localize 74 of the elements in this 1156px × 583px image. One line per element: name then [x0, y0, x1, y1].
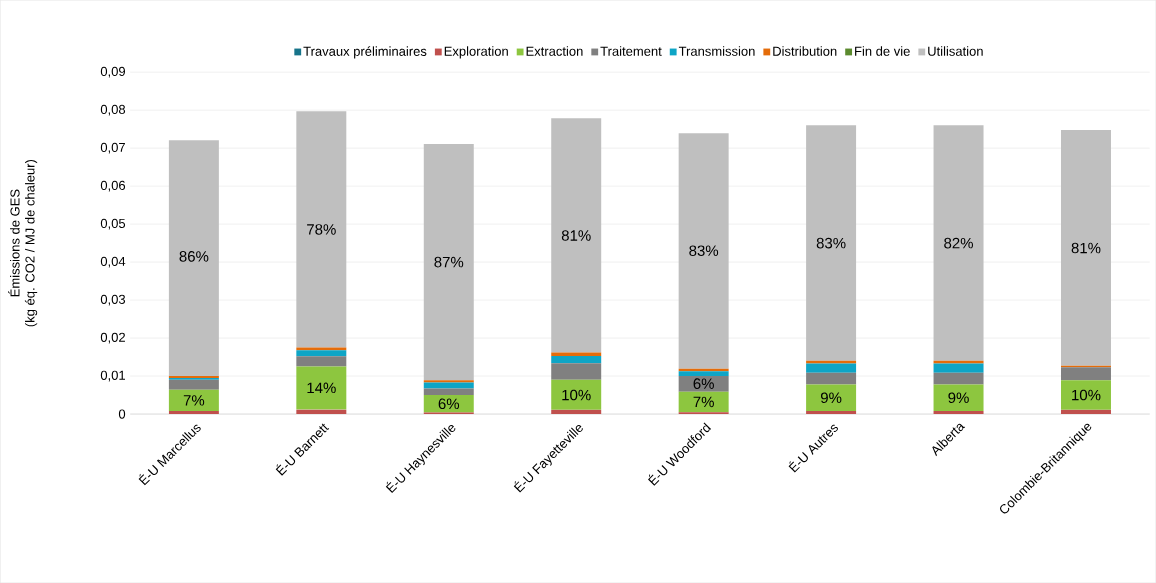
annotation: 9% — [820, 392, 842, 403]
bar — [551, 379, 602, 410]
bar — [806, 360, 857, 364]
annotation: 83% — [816, 237, 846, 249]
y-tick-label: 0,02 — [100, 332, 125, 344]
annotation: 83% — [689, 245, 719, 256]
bar — [296, 356, 347, 367]
annotation: 7% — [693, 396, 714, 408]
bar — [423, 382, 474, 389]
bar — [933, 125, 984, 361]
bar — [296, 111, 347, 348]
bar — [423, 380, 474, 383]
bar — [933, 372, 984, 385]
bar — [168, 389, 219, 411]
bar — [806, 384, 857, 411]
bar — [678, 391, 729, 413]
annotation: 6% — [438, 398, 460, 409]
y-tick-label: 0 — [118, 409, 126, 419]
bar — [678, 375, 729, 392]
bar — [933, 363, 984, 373]
bar — [806, 363, 857, 373]
y-tick-label: 0,01 — [100, 370, 125, 382]
annotation: 7% — [183, 395, 205, 406]
annotation: 10% — [562, 389, 591, 401]
bar — [168, 140, 219, 376]
bar — [168, 379, 219, 390]
bar — [551, 355, 602, 364]
annotation: 14% — [307, 382, 336, 393]
bar — [1060, 129, 1111, 366]
legend-label: Extraction — [526, 46, 583, 56]
bar — [423, 394, 474, 413]
annotation: 82% — [944, 237, 973, 249]
bar — [806, 410, 857, 414]
bar — [1060, 409, 1111, 414]
annotation: 86% — [179, 251, 209, 262]
bar — [678, 371, 729, 376]
annotation: 81% — [1071, 242, 1101, 254]
bar — [551, 363, 602, 380]
annotation: 10% — [1072, 389, 1101, 401]
annotation: 9% — [948, 392, 969, 403]
y-tick-label: 0,04 — [100, 256, 126, 268]
bar — [678, 133, 729, 369]
annotation: 81% — [561, 230, 591, 241]
bar — [933, 384, 984, 411]
bar — [1060, 367, 1111, 381]
bar — [168, 410, 219, 414]
bar — [1060, 380, 1111, 410]
bar — [423, 143, 474, 381]
y-tick-label: 0,09 — [100, 66, 126, 78]
legend-label: Fin de vie — [855, 46, 910, 56]
bar — [933, 360, 984, 364]
bar — [806, 372, 857, 385]
y-tick-label: 0,08 — [100, 104, 126, 116]
legend-label: Utilisation — [928, 46, 983, 56]
bar — [806, 125, 857, 361]
legend-label: Transmission — [678, 46, 755, 56]
legend-label: Exploration — [444, 46, 508, 59]
y-axis-title: Émissions de GES (kg éq. CO2 / MJ de chaleur) — [8, 159, 38, 327]
y-tick-label: 0,03 — [100, 294, 126, 306]
annotation: 87% — [434, 256, 464, 268]
y-tick-label: 0,05 — [100, 218, 126, 230]
annotation: 6% — [693, 378, 714, 389]
annotation: 78% — [307, 224, 336, 235]
legend-label: Travaux préliminaires — [303, 46, 427, 59]
bar — [933, 410, 984, 414]
bar — [551, 118, 602, 353]
y-tick-label: 0,07 — [100, 142, 125, 154]
bar — [423, 388, 474, 395]
bar — [296, 366, 347, 410]
legend-label: Traitement — [600, 46, 662, 56]
y-tick-label: 0,06 — [100, 180, 126, 192]
bar — [551, 409, 602, 414]
bar — [296, 350, 347, 357]
legend-label: Distribution — [773, 46, 837, 56]
